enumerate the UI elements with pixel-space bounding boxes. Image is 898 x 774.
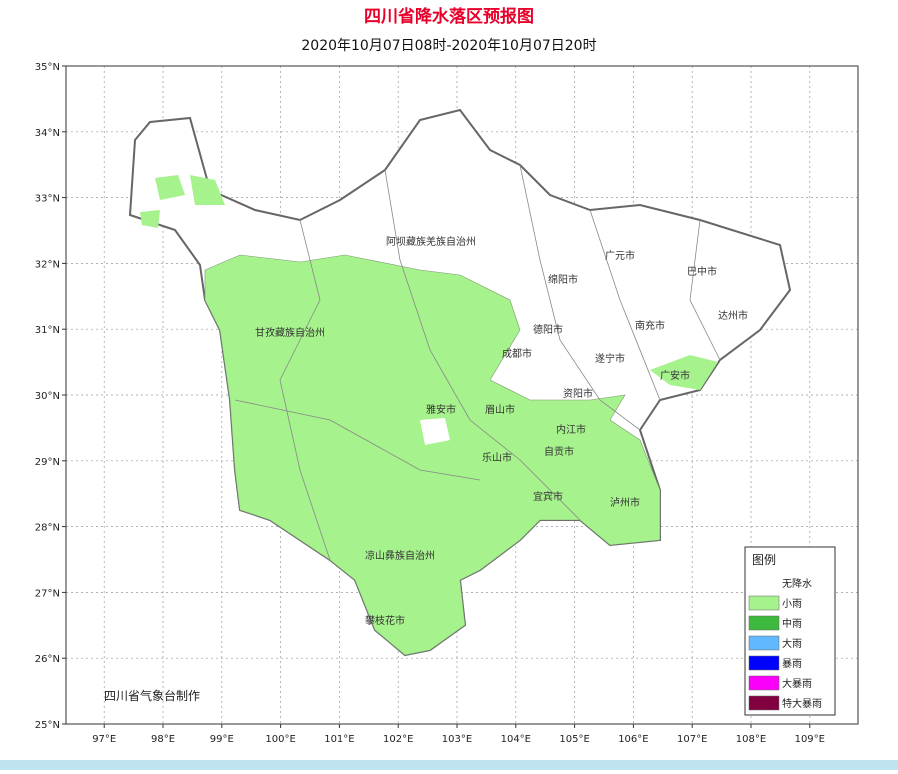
lat-tick-label: 25°N <box>35 720 60 731</box>
lat-tick-label: 29°N <box>35 457 60 468</box>
legend-swatch <box>748 695 780 711</box>
legend-swatch <box>748 615 780 631</box>
border <box>519 164 641 431</box>
lon-tick-label: 107°E <box>677 734 707 745</box>
lon-tick-label: 103°E <box>442 734 472 745</box>
city-label: 巴中市 <box>687 265 717 278</box>
border <box>279 219 331 561</box>
light-rain-area <box>190 175 225 205</box>
legend-label: 大暴雨 <box>782 677 812 690</box>
legend-label: 小雨 <box>782 598 802 610</box>
legend-label: 特大暴雨 <box>782 697 822 710</box>
title: 四川省降水落区预报图 <box>364 6 534 27</box>
city-label: 德阳市 <box>533 323 563 336</box>
legend-swatch <box>748 595 780 611</box>
frame <box>65 65 859 725</box>
city-label: 资阳市 <box>563 387 593 400</box>
light-rain-area <box>420 418 450 445</box>
lat-tick-label: 28°N <box>35 523 60 534</box>
subtitle: 2020年10月07日08时-2020年10月07日20时 <box>301 38 596 54</box>
lon-tick-label: 108°E <box>736 734 766 745</box>
city-label: 绵阳市 <box>548 273 578 286</box>
lon-tick-label: 104°E <box>501 734 531 745</box>
lat-tick-label: 35°N <box>35 62 60 73</box>
border <box>384 169 581 521</box>
city-label: 乐山市 <box>482 451 512 464</box>
legend-swatch <box>749 576 779 590</box>
city-label: 自贡市 <box>544 445 574 458</box>
light-rain-area <box>650 355 718 390</box>
city-label: 达州市 <box>718 309 748 322</box>
border <box>689 219 721 361</box>
legend-label: 暴雨 <box>782 658 802 670</box>
city-label: 内江市 <box>556 423 586 436</box>
city-label: 凉山彝族自治州 <box>365 549 435 562</box>
district-borders <box>234 164 721 561</box>
lat-tick-label: 33°N <box>35 194 60 205</box>
lat-tick-label: 34°N <box>35 128 60 139</box>
lat-tick-label: 30°N <box>35 391 60 402</box>
credit: 四川省气象台制作 <box>104 688 200 703</box>
legend-swatch <box>748 675 780 691</box>
city-label: 遂宁市 <box>595 352 625 365</box>
legend-label: 无降水 <box>782 577 812 590</box>
legend-swatch <box>748 635 780 651</box>
lon-tick-label: 100°E <box>265 734 295 745</box>
city-label: 成都市 <box>502 347 532 360</box>
lon-tick-label: 105°E <box>559 734 589 745</box>
city-label: 南充市 <box>635 319 665 332</box>
lat-tick-label: 26°N <box>35 654 60 665</box>
city-label: 广安市 <box>660 369 690 382</box>
city-label: 阿坝藏族羌族自治州 <box>386 235 476 248</box>
bottom-strip <box>0 760 898 770</box>
legend-label: 大雨 <box>782 637 802 650</box>
city-label: 宜宾市 <box>533 490 563 503</box>
border <box>589 209 661 401</box>
light-rain-area <box>204 254 661 656</box>
legend-label: 中雨 <box>782 617 802 630</box>
city-label: 眉山市 <box>485 403 515 416</box>
lon-tick-label: 109°E <box>795 734 825 745</box>
light-rain-area <box>155 175 185 200</box>
city-label: 广元市 <box>605 249 635 262</box>
legend-title: 图例 <box>752 553 776 567</box>
lon-tick-label: 99°E <box>210 734 234 745</box>
lat-tick-label: 31°N <box>35 325 60 336</box>
lat-tick-label: 32°N <box>35 259 60 270</box>
city-label: 甘孜藏族自治州 <box>255 326 325 339</box>
legend-swatch <box>748 655 780 671</box>
lon-tick-label: 101°E <box>324 734 354 745</box>
city-label: 雅安市 <box>426 403 456 416</box>
light-rain-area <box>140 210 160 228</box>
lon-tick-label: 97°E <box>92 734 116 745</box>
lon-tick-label: 98°E <box>151 734 175 745</box>
border <box>234 399 481 481</box>
city-label: 泸州市 <box>610 496 640 509</box>
lat-tick-label: 27°N <box>35 588 60 599</box>
city-label: 攀枝花市 <box>365 614 405 627</box>
lon-tick-label: 102°E <box>383 734 413 745</box>
lon-tick-label: 106°E <box>618 734 648 745</box>
